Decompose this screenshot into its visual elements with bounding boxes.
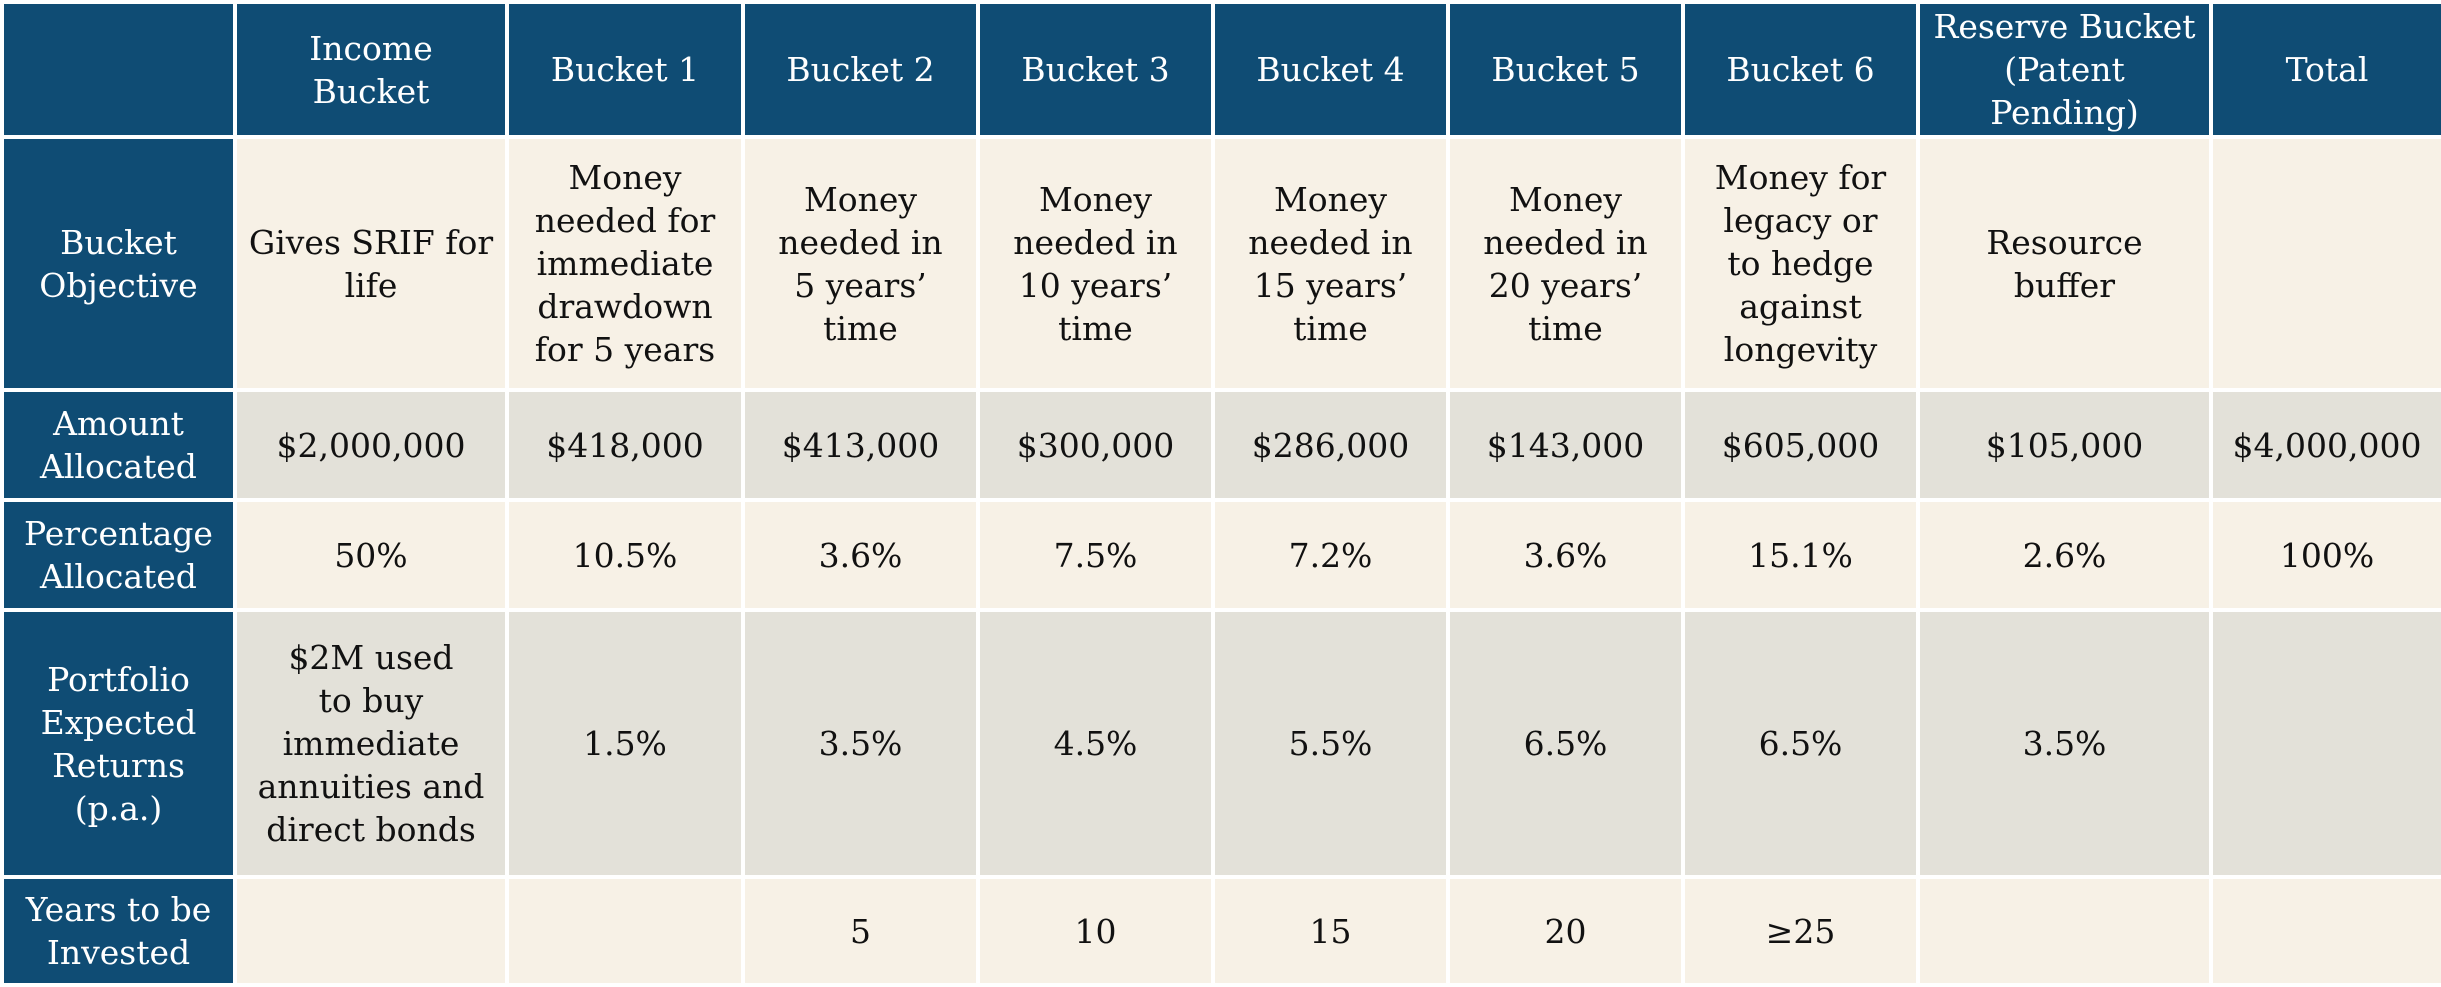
row-header-bucket-objective: Bucket Objective	[0, 135, 237, 392]
corner-header	[0, 0, 237, 139]
table-cell: 15	[1211, 875, 1450, 987]
table-cell: $605,000	[1681, 388, 1920, 502]
table-cell: 20	[1446, 875, 1685, 987]
column-header-income-bucket: Income Bucket	[233, 0, 509, 139]
table-cell: Money needed in 15 years’ time	[1211, 135, 1450, 392]
column-header-bucket-3: Bucket 3	[976, 0, 1215, 139]
table-cell: 10	[976, 875, 1215, 987]
column-header-bucket-4: Bucket 4	[1211, 0, 1450, 139]
table-cell: Money needed for immediate drawdown for 5 ye…	[505, 135, 745, 392]
table-cell: 5.5%	[1211, 608, 1450, 879]
table-row-years-to-be-invested: Years to be Invested 5 10 15 20 ≥25	[0, 875, 2441, 987]
table-cell: 3.6%	[1446, 498, 1685, 612]
table-cell: $105,000	[1916, 388, 2213, 502]
table-cell: 7.5%	[976, 498, 1215, 612]
table-cell: Resource buffer	[1916, 135, 2213, 392]
table-cell: $143,000	[1446, 388, 1685, 502]
table-cell: 4.5%	[976, 608, 1215, 879]
table-cell: $286,000	[1211, 388, 1450, 502]
table-cell: $2,000,000	[233, 388, 509, 502]
table-cell: $4,000,000	[2209, 388, 2441, 502]
row-header-years-to-be-invested: Years to be Invested	[0, 875, 237, 987]
table-cell: 10.5%	[505, 498, 745, 612]
table-cell: ≥25	[1681, 875, 1920, 987]
table-cell	[2209, 135, 2441, 392]
column-header-bucket-1: Bucket 1	[505, 0, 745, 139]
table-row-amount-allocated: Amount Allocated $2,000,000 $418,000 $413…	[0, 388, 2441, 502]
table-cell: $2M used to buy immediate annuities and dire…	[233, 608, 509, 879]
table-cell: Money needed in 20 years’ time	[1446, 135, 1685, 392]
table-row-bucket-objective: Bucket Objective Gives SRIF for life Money…	[0, 135, 2441, 392]
table-cell: 5	[741, 875, 980, 987]
column-header-bucket-2: Bucket 2	[741, 0, 980, 139]
table-row-percentage-allocated: Percentage Allocated 50% 10.5% 3.6% 7.5% …	[0, 498, 2441, 612]
table-cell: Money needed in 10 years’ time	[976, 135, 1215, 392]
table-cell	[233, 875, 509, 987]
table-cell: Gives SRIF for life	[233, 135, 509, 392]
table-cell	[505, 875, 745, 987]
table-cell	[2209, 608, 2441, 879]
table-cell: 15.1%	[1681, 498, 1920, 612]
table-row-portfolio-expected-returns: Portfolio Expected Returns (p.a.) $2M used t…	[0, 608, 2441, 879]
table-cell: 100%	[2209, 498, 2441, 612]
row-header-amount-allocated: Amount Allocated	[0, 388, 237, 502]
table-cell	[1916, 875, 2213, 987]
table-cell: Money for legacy or to hedge against longevi…	[1681, 135, 1920, 392]
table-cell: 2.6%	[1916, 498, 2213, 612]
row-header-percentage-allocated: Percentage Allocated	[0, 498, 237, 612]
table-cell: 3.5%	[1916, 608, 2213, 879]
table-cell: $413,000	[741, 388, 980, 502]
column-header-reserve-bucket: Reserve Bucket (Patent Pending)	[1916, 0, 2213, 139]
table-cell: 50%	[233, 498, 509, 612]
table-cell: 3.5%	[741, 608, 980, 879]
table-cell: 6.5%	[1446, 608, 1685, 879]
table-cell: $300,000	[976, 388, 1215, 502]
column-header-bucket-6: Bucket 6	[1681, 0, 1920, 139]
table-cell: 1.5%	[505, 608, 745, 879]
column-header-bucket-5: Bucket 5	[1446, 0, 1685, 139]
table-cell	[2209, 875, 2441, 987]
table-cell: Money needed in 5 years’ time	[741, 135, 980, 392]
column-header-total: Total	[2209, 0, 2441, 139]
table-cell: 7.2%	[1211, 498, 1450, 612]
table-cell: $418,000	[505, 388, 745, 502]
header-row: Income Bucket Bucket 1 Bucket 2 Bucket 3 …	[0, 0, 2441, 139]
table-cell: 3.6%	[741, 498, 980, 612]
row-header-portfolio-expected-returns: Portfolio Expected Returns (p.a.)	[0, 608, 237, 879]
table-cell: 6.5%	[1681, 608, 1920, 879]
